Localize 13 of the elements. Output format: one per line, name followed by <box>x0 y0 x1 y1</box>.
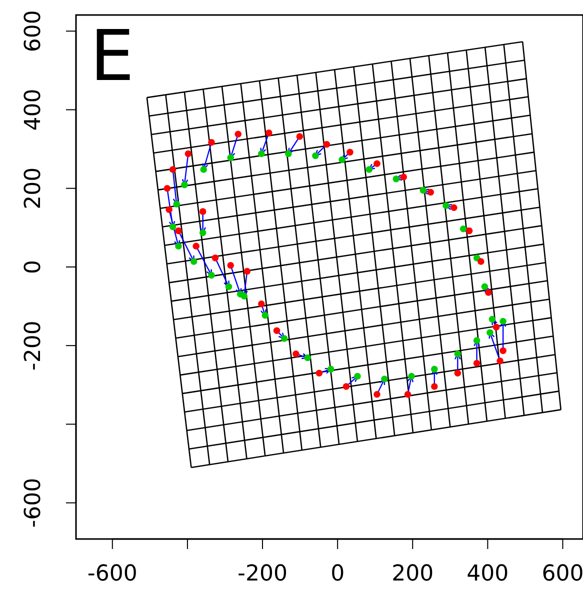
x-tick-label: 0 <box>330 562 345 587</box>
y-tick-label: 200 <box>21 167 46 210</box>
chart-title: E <box>90 15 134 97</box>
x-tick-label: 600 <box>542 562 583 587</box>
y-tick-label: 600 <box>21 10 46 52</box>
x-tick-label: -200 <box>238 562 288 587</box>
x-tick-label: 400 <box>466 562 509 587</box>
x-tick-label: 200 <box>392 562 434 587</box>
y-tick-label: -200 <box>21 320 46 371</box>
y-tick-label: 400 <box>21 88 46 131</box>
x-tick-label: -600 <box>87 562 138 587</box>
y-tick-label: -600 <box>21 478 46 528</box>
y-tick-label: 0 <box>21 260 46 274</box>
